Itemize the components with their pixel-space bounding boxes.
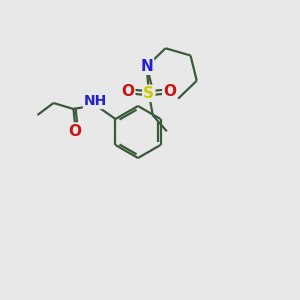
Text: O: O <box>163 84 176 99</box>
Text: O: O <box>121 84 134 99</box>
Text: O: O <box>68 124 81 139</box>
Text: S: S <box>143 86 154 101</box>
Text: NH: NH <box>84 94 107 108</box>
Text: N: N <box>140 59 153 74</box>
